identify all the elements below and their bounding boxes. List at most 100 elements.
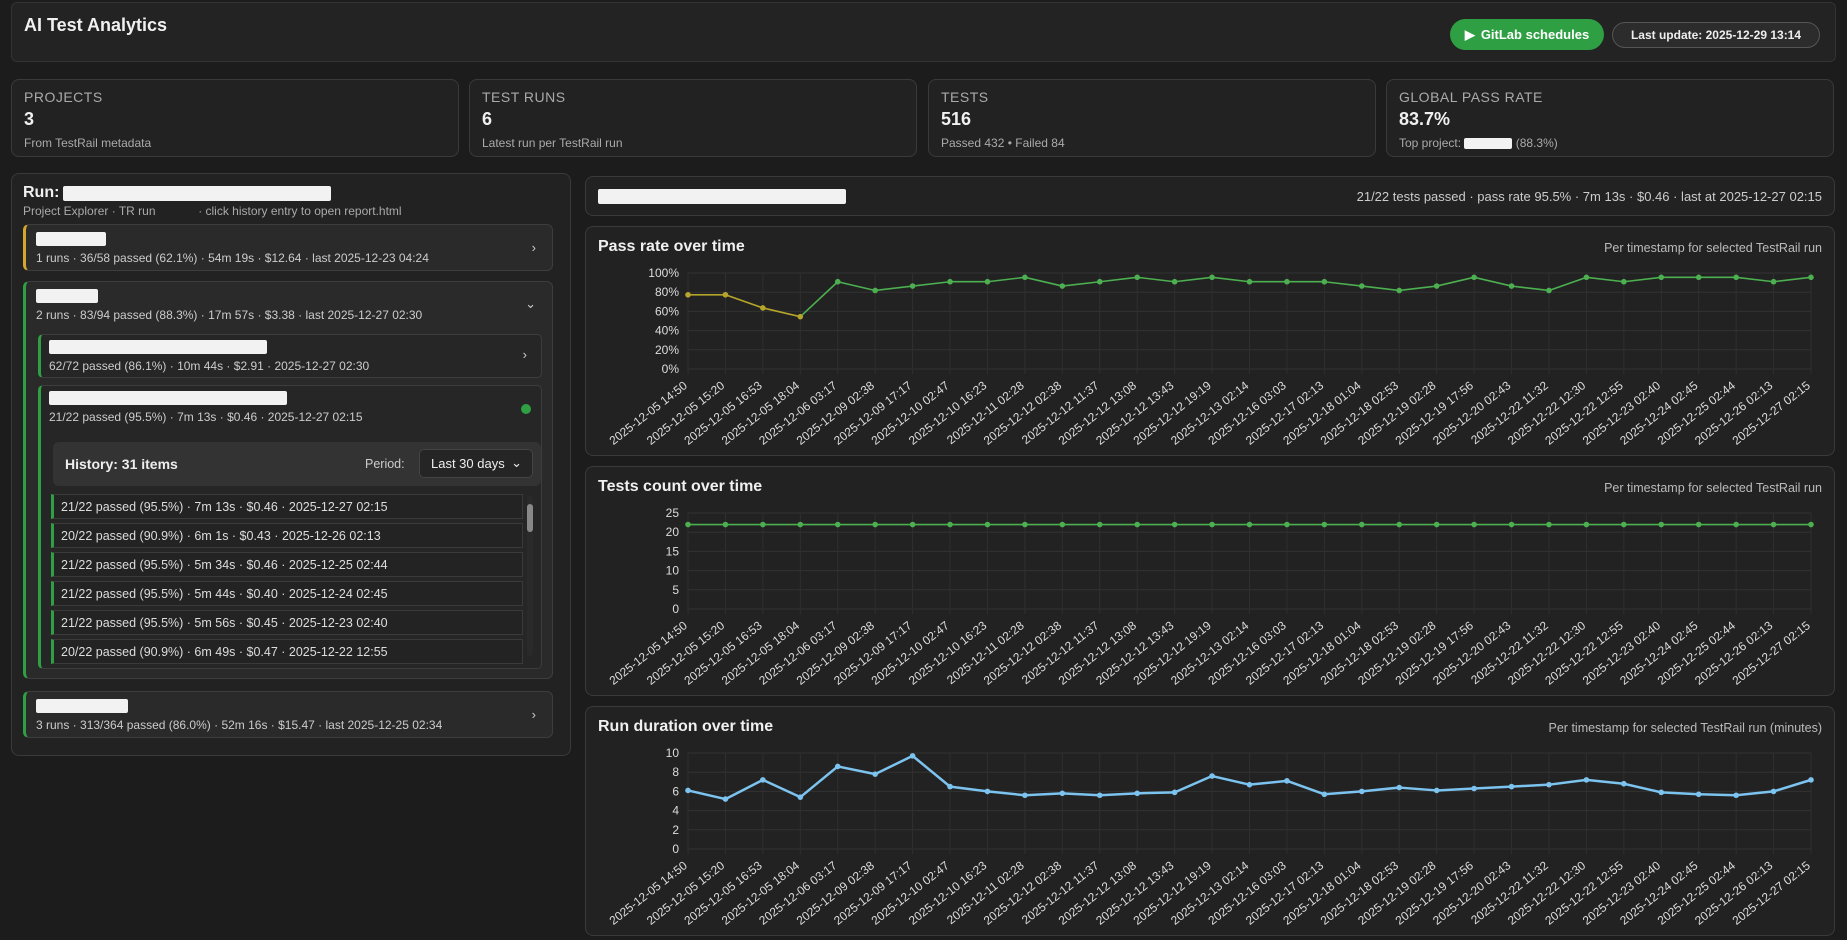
series-segment bbox=[837, 280, 876, 292]
test-count-point bbox=[685, 521, 691, 528]
duration-point bbox=[947, 783, 953, 790]
series-segment bbox=[1211, 774, 1250, 786]
chevron-right-icon: › bbox=[531, 707, 536, 722]
play-icon: ▶ bbox=[1464, 26, 1475, 42]
stat-value: 6 bbox=[482, 109, 493, 129]
stat-value: 3 bbox=[24, 109, 35, 129]
chart-note: Per timestamp for selected TestRail run bbox=[1604, 241, 1822, 255]
duration-point bbox=[1022, 792, 1028, 799]
test-count-point bbox=[722, 521, 729, 528]
series-segment bbox=[1623, 276, 1662, 283]
run-subtitle-hint: · click history entry to open report.htm… bbox=[198, 204, 402, 218]
test-count-point bbox=[1733, 521, 1739, 528]
stat-label: PROJECTS bbox=[24, 89, 103, 105]
scrollbar-thumb[interactable] bbox=[527, 504, 533, 532]
duration-point bbox=[797, 794, 804, 800]
test-count-point bbox=[872, 521, 878, 528]
duration-point bbox=[1396, 784, 1403, 791]
y-tick-label: 15 bbox=[666, 544, 680, 558]
top-project-rate: (88.3%) bbox=[1515, 136, 1558, 150]
gitlab-schedules-button[interactable]: ▶ GitLab schedules bbox=[1450, 19, 1604, 50]
series-segment bbox=[1661, 791, 1699, 796]
test-count-point bbox=[984, 521, 991, 528]
series-segment bbox=[1062, 280, 1100, 287]
test-count-point bbox=[1546, 521, 1552, 528]
history-entry[interactable]: 21/22 passed (95.5%) · 5m 34s · $0.46 · … bbox=[51, 552, 523, 577]
test-count-point bbox=[1059, 521, 1066, 528]
series-segment bbox=[1548, 276, 1587, 292]
history-list[interactable]: 21/22 passed (95.5%) · 7m 13s · $0.46 · … bbox=[41, 494, 541, 666]
chevron-down-icon: ⌄ bbox=[525, 296, 536, 311]
test-count-point bbox=[1321, 521, 1328, 528]
y-tick-label: 8 bbox=[672, 765, 679, 779]
pass-rate-chart: Pass rate over time Per timestamp for se… bbox=[585, 226, 1835, 456]
project-item-expanded[interactable]: 2 runs · 83/94 passed (88.3%) · 17m 57s … bbox=[23, 281, 553, 679]
chart-note: Per timestamp for selected TestRail run … bbox=[1548, 721, 1822, 735]
testrail-run-item-selected[interactable]: 21/22 passed (95.5%) · 7m 13s · $0.46 · … bbox=[38, 385, 542, 669]
series-segment bbox=[1548, 778, 1587, 786]
stat-card-projects: PROJECTS 3 From TestRail metadata bbox=[11, 79, 459, 157]
pass-rate-point bbox=[1209, 274, 1215, 281]
history-scrollbar[interactable] bbox=[527, 496, 533, 656]
redacted-project-name bbox=[1464, 138, 1513, 150]
run-subtitle-text: Project Explorer · TR run bbox=[23, 204, 156, 218]
testrail-run-item[interactable]: 62/72 passed (86.1%) · 10m 44s · $2.91 ·… bbox=[38, 334, 542, 378]
test-count-point bbox=[1022, 521, 1028, 528]
pass-rate-point bbox=[1359, 283, 1365, 289]
series-segment bbox=[1211, 276, 1250, 283]
redacted-run-name bbox=[49, 391, 287, 405]
pass-rate-point bbox=[1059, 283, 1066, 289]
test-count-point bbox=[1359, 521, 1365, 528]
run-duration-chart: Run duration over time Per timestamp for… bbox=[585, 706, 1835, 936]
duration-point bbox=[1433, 787, 1440, 794]
y-tick-label: 4 bbox=[672, 804, 679, 818]
duration-point bbox=[1546, 781, 1552, 788]
duration-point bbox=[1209, 773, 1215, 779]
pass-rate-point bbox=[1621, 278, 1627, 285]
run-title-label: Run: bbox=[23, 184, 60, 201]
pass-rate-point bbox=[1433, 283, 1440, 289]
history-entry[interactable]: 20/22 passed (90.9%) · 6m 1s · $0.43 · 2… bbox=[51, 523, 523, 548]
stat-sub: Passed 432 • Failed 84 bbox=[941, 136, 1065, 150]
series-segment bbox=[1174, 276, 1213, 283]
series-segment bbox=[911, 754, 951, 788]
test-count-point bbox=[1808, 521, 1814, 528]
period-select[interactable]: Last 30 days ⌄ bbox=[419, 449, 533, 478]
test-count-point bbox=[1396, 521, 1403, 528]
y-tick-label: 0% bbox=[662, 362, 680, 376]
series-segment bbox=[1511, 783, 1550, 788]
duration-point bbox=[984, 788, 991, 795]
series-segment bbox=[1586, 276, 1624, 283]
duration-point bbox=[1695, 791, 1702, 798]
series-segment bbox=[762, 778, 801, 799]
series-segment bbox=[1773, 276, 1812, 283]
history-entry[interactable]: 20/22 passed (90.9%) · 6m 49s · $0.47 · … bbox=[51, 639, 523, 664]
history-entry[interactable]: 21/22 passed (95.5%) · 7m 13s · $0.46 · … bbox=[51, 494, 523, 519]
project-meta: 3 runs · 313/364 passed (86.0%) · 52m 16… bbox=[36, 718, 443, 732]
pass-rate-point bbox=[1583, 274, 1590, 281]
series-segment bbox=[1399, 285, 1437, 292]
series-segment bbox=[1511, 285, 1550, 292]
top-project-prefix: Top project: bbox=[1399, 136, 1462, 150]
test-count-point bbox=[834, 521, 841, 528]
history-entry[interactable]: 21/22 passed (95.5%) · 5m 56s · $0.45 · … bbox=[51, 610, 523, 635]
series-segment bbox=[1361, 786, 1400, 793]
testrail-run-meta: 21/22 passed (95.5%) · 7m 13s · $0.46 · … bbox=[49, 410, 363, 424]
test-count-point bbox=[909, 521, 916, 528]
test-count-point bbox=[1433, 521, 1440, 528]
period-select-value: Last 30 days bbox=[431, 456, 505, 471]
project-item[interactable]: 1 runs · 36/58 passed (62.1%) · 54m 19s … bbox=[23, 224, 553, 271]
last-update-badge: Last update: 2025-12-29 13:14 bbox=[1612, 22, 1820, 48]
pass-rate-point bbox=[872, 287, 878, 294]
series-segment bbox=[799, 765, 839, 799]
stat-label: TEST RUNS bbox=[482, 89, 566, 105]
duration-point bbox=[1658, 789, 1665, 796]
history-entry[interactable]: 21/22 passed (95.5%) · 5m 44s · $0.40 · … bbox=[51, 581, 523, 606]
pass-rate-point bbox=[1658, 274, 1665, 281]
project-item[interactable]: 3 runs · 313/364 passed (86.0%) · 52m 16… bbox=[23, 691, 553, 738]
test-count-point bbox=[797, 521, 804, 528]
duration-point bbox=[872, 771, 878, 777]
chevron-right-icon: › bbox=[531, 240, 536, 255]
y-tick-label: 10 bbox=[666, 564, 680, 578]
stat-card-global-pass-rate: GLOBAL PASS RATE 83.7% Top project: (88.… bbox=[1386, 79, 1834, 157]
